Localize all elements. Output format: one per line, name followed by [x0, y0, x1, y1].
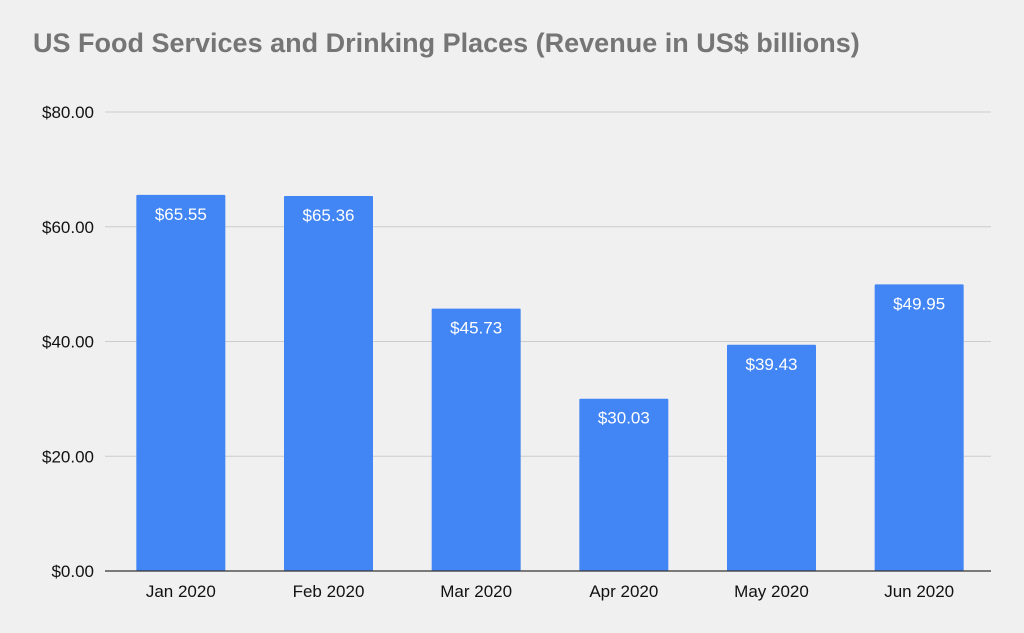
y-tick-label: $60.00 — [42, 218, 94, 237]
y-tick-label: $40.00 — [42, 333, 94, 352]
y-tick-label: $0.00 — [51, 562, 94, 581]
data-label: $49.95 — [893, 294, 945, 313]
data-label: $39.43 — [746, 355, 798, 374]
x-tick-label: May 2020 — [734, 582, 809, 601]
bar — [579, 398, 669, 571]
x-tick-label: Jan 2020 — [146, 582, 216, 601]
x-tick-label: Feb 2020 — [293, 582, 365, 601]
data-label: $30.03 — [598, 409, 650, 428]
x-tick-label: Jun 2020 — [884, 582, 954, 601]
data-label: $65.36 — [303, 206, 355, 225]
bar — [136, 194, 226, 572]
y-tick-label: $20.00 — [42, 447, 94, 466]
bar — [874, 284, 964, 571]
x-tick-label: Apr 2020 — [589, 582, 658, 601]
y-tick-label: $80.00 — [42, 103, 94, 122]
bar — [727, 344, 816, 571]
x-tick-label: Mar 2020 — [440, 582, 512, 601]
bar — [284, 195, 373, 571]
data-label: $45.73 — [450, 319, 502, 338]
data-label: $65.55 — [155, 205, 207, 224]
chart-title: US Food Services and Drinking Places (Re… — [33, 28, 860, 58]
bar — [431, 308, 521, 571]
